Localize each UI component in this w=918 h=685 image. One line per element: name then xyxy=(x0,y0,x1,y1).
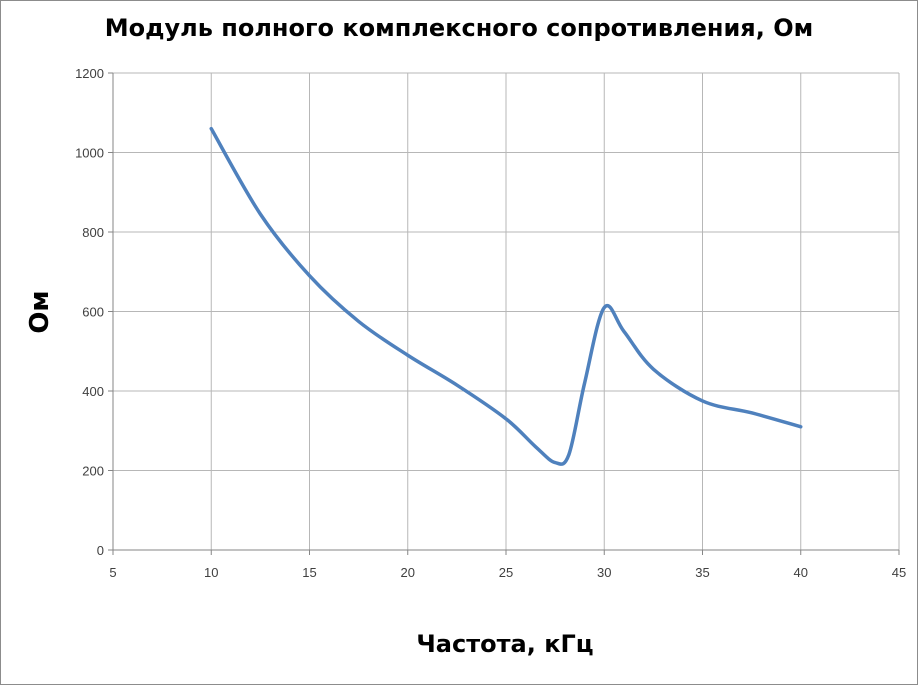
x-tick-label: 35 xyxy=(695,565,709,580)
y-tick-label: 1000 xyxy=(75,146,104,161)
x-tick-label: 30 xyxy=(597,565,611,580)
x-tick-label: 25 xyxy=(499,565,513,580)
series-line xyxy=(209,126,803,466)
x-tick-label: 15 xyxy=(302,565,316,580)
x-tick-label: 20 xyxy=(401,565,415,580)
y-tick-label: 0 xyxy=(97,543,104,558)
chart-title: Модуль полного комплексного сопротивлени… xyxy=(104,14,814,42)
y-tick-label: 400 xyxy=(82,384,104,399)
x-axis-title: Частота, кГц xyxy=(416,630,594,658)
y-tick-label: 800 xyxy=(82,225,104,240)
x-tick-label: 5 xyxy=(109,565,116,580)
y-tick-label: 600 xyxy=(82,305,104,320)
y-tick-label: 200 xyxy=(82,464,104,479)
x-tick-label: 40 xyxy=(794,565,808,580)
x-tick-label: 10 xyxy=(204,565,218,580)
x-tick-label: 45 xyxy=(892,565,906,580)
y-tick-label: 1200 xyxy=(75,66,104,81)
y-axis-title: Ом xyxy=(25,290,55,334)
